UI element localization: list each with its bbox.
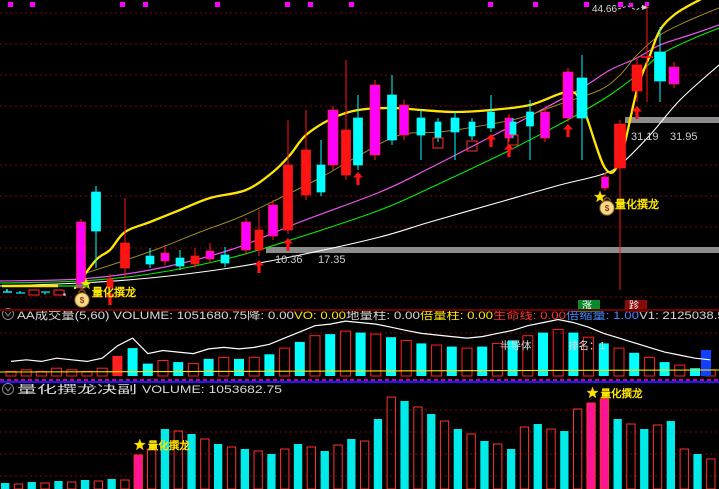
- svg-text:量化撰龙: 量化撰龙: [601, 387, 643, 400]
- svg-text:量化撰龙: 量化撰龙: [148, 439, 190, 452]
- svg-text:$: $: [605, 204, 610, 213]
- svg-text:44.66: 44.66: [592, 4, 617, 15]
- svg-text:$: $: [80, 296, 85, 305]
- svg-text:量化撰龙: 量化撰龙: [92, 285, 136, 299]
- svg-text:17.35: 17.35: [318, 254, 346, 266]
- svg-text:量化撰龙: 量化撰龙: [615, 197, 659, 211]
- svg-text:VOLUME: 1053682.75: VOLUME: 1053682.75: [142, 384, 282, 396]
- svg-text:31.19: 31.19: [631, 131, 659, 143]
- svg-text:量化撰龙决副: 量化撰龙决副: [17, 382, 137, 396]
- svg-text:10.36: 10.36: [275, 254, 303, 266]
- svg-text:VO: 0.00: VO: 0.00: [294, 310, 346, 322]
- svg-text:半导体: 半导体: [500, 339, 532, 352]
- svg-text:V1: 2125038.50: V1: 2125038.50: [639, 310, 719, 322]
- svg-text:31.95: 31.95: [670, 131, 698, 143]
- svg-text:排名：1: 排名：1: [568, 339, 605, 352]
